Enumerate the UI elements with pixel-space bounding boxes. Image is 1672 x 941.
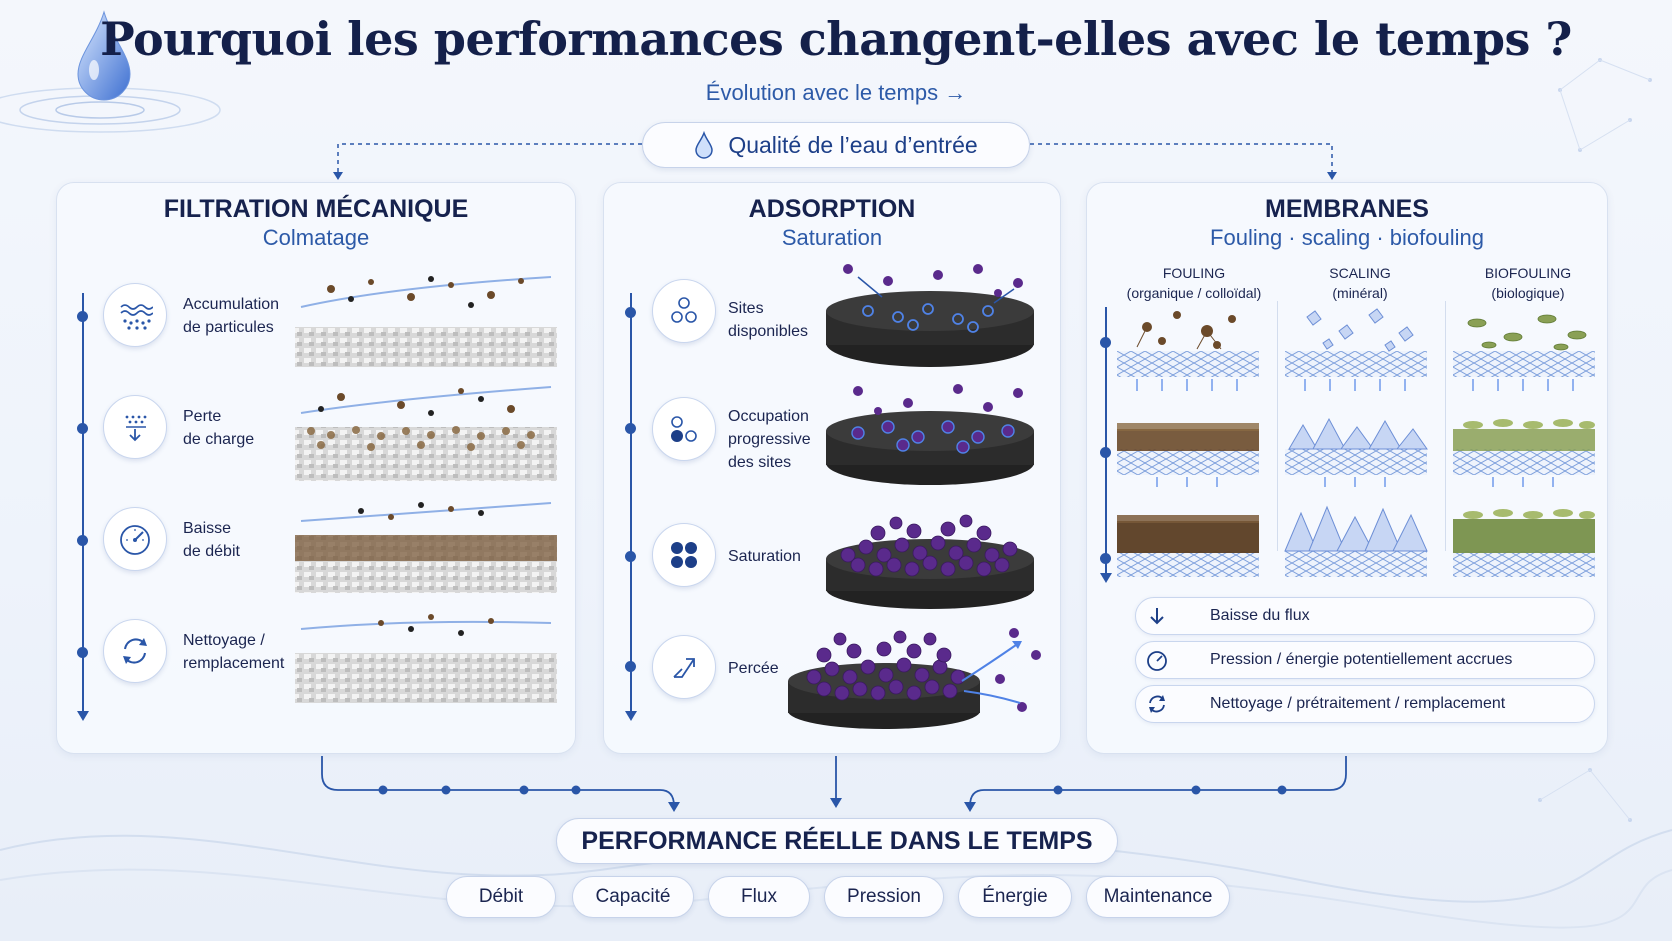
carbon-breakthrough-illustration bbox=[788, 628, 1041, 729]
timeline-dot bbox=[625, 661, 636, 672]
timeline-dot bbox=[625, 551, 636, 562]
water-drop-icon bbox=[695, 131, 714, 159]
gauge-icon bbox=[103, 507, 167, 571]
timeline-line bbox=[1105, 307, 1107, 575]
page-title: Pourquoi les performances changent-elles… bbox=[100, 12, 1572, 66]
timeline-dot bbox=[77, 647, 88, 658]
mechanical-filtration-panel: FILTRATION MÉCANIQUE Colmatage Accumulat… bbox=[56, 182, 576, 754]
step-flow-decrease: Baisse de débit bbox=[183, 520, 240, 560]
timeline-dot bbox=[77, 535, 88, 546]
step-available-sites: Sites disponibles bbox=[728, 300, 809, 340]
input-water-quality-label: Qualité de l’eau d’entrée bbox=[728, 131, 978, 158]
timeline-dot bbox=[1100, 337, 1111, 348]
column-head-biofouling: BIOFOULING (biologique) bbox=[1484, 265, 1572, 301]
metric-capacity: Capacité bbox=[572, 876, 694, 918]
real-performance-pill: PERFORMANCE RÉELLE DANS LE TEMPS bbox=[556, 818, 1118, 864]
membranes-panel: MEMBRANES Fouling · scaling · biofouling… bbox=[1086, 182, 1608, 754]
panel-subtitle-clogging: Colmatage bbox=[262, 225, 370, 250]
membrane-fouling-grid bbox=[1117, 308, 1595, 577]
panel-title-mechanical: FILTRATION MÉCANIQUE bbox=[163, 195, 469, 223]
timeline-dot bbox=[625, 307, 636, 318]
step-progressive-occupation: Occupation progressive des sites bbox=[728, 408, 811, 471]
step-particle-accumulation: Accumulation de particules bbox=[183, 296, 280, 336]
timeline-dot bbox=[77, 311, 88, 322]
timeline-arrow bbox=[625, 711, 637, 721]
cycle-icon bbox=[103, 619, 167, 683]
metric-flux: Flux bbox=[708, 876, 810, 918]
partial-sites-icon bbox=[652, 397, 716, 461]
panel-subtitle-fouling-types: Fouling · scaling · biofouling bbox=[1210, 225, 1484, 250]
step-saturation: Saturation bbox=[728, 548, 801, 565]
step-breakthrough: Percée bbox=[728, 660, 779, 677]
filter-illustration-renewed bbox=[295, 614, 557, 703]
timeline-arrow bbox=[1100, 573, 1112, 583]
arrow-down-icon bbox=[1140, 599, 1174, 633]
metric-energy: Énergie bbox=[958, 876, 1072, 918]
timeline-dot bbox=[1100, 553, 1111, 564]
time-evolution-subtitle: Évolution avec le temps → bbox=[705, 80, 967, 105]
metric-maintenance: Maintenance bbox=[1086, 876, 1230, 918]
effect-flux-decrease: Baisse du flux bbox=[1135, 597, 1595, 635]
metric-pressure: Pression bbox=[824, 876, 944, 918]
step-cleaning-replacement: Nettoyage / remplacement bbox=[183, 632, 285, 672]
column-separator bbox=[1277, 301, 1278, 551]
carbon-saturated-illustration bbox=[826, 514, 1034, 609]
empty-sites-icon bbox=[652, 279, 716, 343]
timeline-arrow bbox=[77, 711, 89, 721]
panel-title-adsorption: ADSORPTION bbox=[748, 195, 916, 223]
cycle-icon bbox=[1140, 687, 1174, 721]
metric-flow-rate: Débit bbox=[446, 876, 556, 918]
pressure-drop-icon bbox=[103, 395, 167, 459]
column-separator bbox=[1445, 301, 1446, 551]
waves-particles-icon bbox=[103, 283, 167, 347]
timeline-line bbox=[630, 293, 632, 713]
carbon-empty-illustration bbox=[826, 264, 1034, 367]
column-head-fouling: FOULING (organique / colloïdal) bbox=[1126, 265, 1262, 301]
filter-illustration-loading bbox=[295, 386, 557, 481]
timeline-line bbox=[82, 293, 84, 713]
step-pressure-loss: Perte de charge bbox=[183, 408, 255, 448]
effect-cleaning-pretreatment: Nettoyage / prétraitement / remplacement bbox=[1135, 685, 1595, 723]
filter-illustration-clogged bbox=[295, 502, 557, 593]
panel-subtitle-saturation: Saturation bbox=[781, 225, 883, 250]
carbon-partial-illustration bbox=[826, 384, 1034, 485]
timeline-dot bbox=[1100, 447, 1111, 458]
adsorption-panel: ADSORPTION Saturation Sites disponibles … bbox=[603, 182, 1061, 754]
water-drop-logo bbox=[77, 10, 131, 101]
full-sites-icon bbox=[652, 523, 716, 587]
effect-pressure-energy: Pression / énergie potentiellement accru… bbox=[1135, 641, 1595, 679]
breakthrough-icon bbox=[652, 635, 716, 699]
panel-title-membranes: MEMBRANES bbox=[1265, 195, 1429, 223]
timeline-dot bbox=[625, 423, 636, 434]
gauge-icon bbox=[1140, 643, 1174, 677]
column-head-scaling: SCALING (minéral) bbox=[1329, 265, 1391, 301]
timeline-dot bbox=[77, 423, 88, 434]
filter-illustration-clean bbox=[295, 276, 557, 367]
input-water-quality-pill: Qualité de l’eau d’entrée bbox=[642, 122, 1030, 168]
